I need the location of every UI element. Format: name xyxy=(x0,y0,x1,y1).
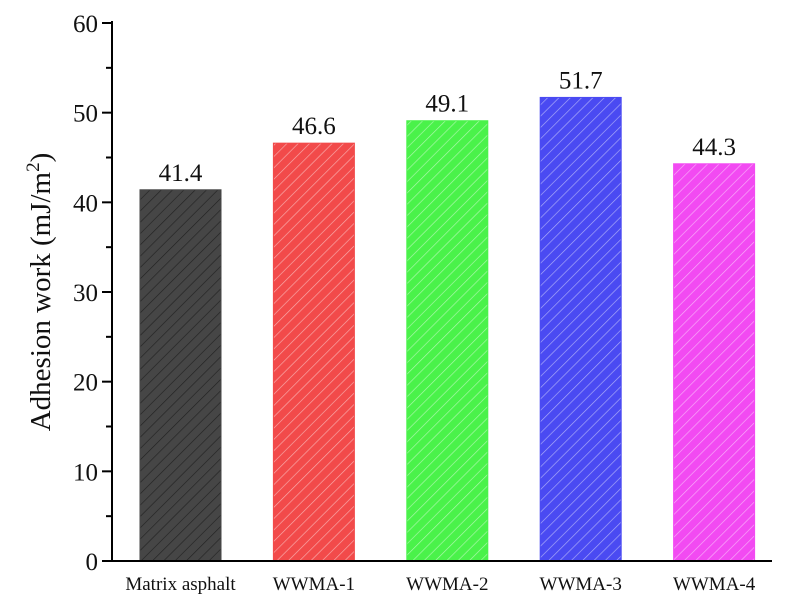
y-tick-label: 50 xyxy=(73,101,98,128)
value-label: 49.1 xyxy=(425,91,469,118)
y-tick-label: 10 xyxy=(73,459,98,486)
category-label: WWMA-4 xyxy=(673,574,756,595)
bar-wwma-3 xyxy=(539,96,622,562)
y-tick-label: 40 xyxy=(73,190,98,217)
value-label: 46.6 xyxy=(292,113,336,140)
bar-matrix-asphalt xyxy=(139,189,222,562)
y-tick-label: 60 xyxy=(73,11,98,38)
y-tick-label: 0 xyxy=(86,549,99,576)
bar-wwma-4 xyxy=(673,163,756,562)
y-tick-label: 30 xyxy=(73,280,98,307)
value-label: 44.3 xyxy=(692,134,736,161)
value-label: 41.4 xyxy=(159,160,203,187)
category-label: WWMA-2 xyxy=(406,574,488,595)
category-label: Matrix asphalt xyxy=(125,574,236,595)
y-tick-label: 20 xyxy=(73,370,98,397)
category-label: WWMA-3 xyxy=(540,574,622,595)
bar-wwma-2 xyxy=(406,120,489,562)
category-label: WWMA-1 xyxy=(273,574,355,595)
bar-wwma-1 xyxy=(272,142,355,562)
y-axis-title: Adhesion work (mJ/m2) xyxy=(23,153,57,432)
value-label: 51.7 xyxy=(559,67,603,94)
